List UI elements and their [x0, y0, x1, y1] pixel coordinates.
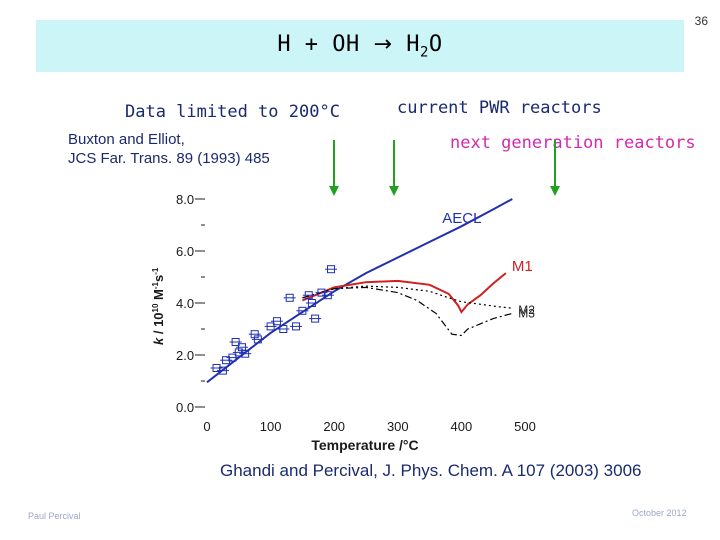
data-point — [272, 317, 281, 326]
data-point — [317, 288, 326, 297]
series-m1-line — [302, 272, 507, 314]
x-tick-label: 0 — [203, 419, 210, 434]
ylabel-s: s — [151, 275, 166, 282]
current-pwr-label: current PWR reactors — [397, 98, 602, 118]
y-tick-label: 6.0 — [176, 244, 194, 259]
series-aecl-label: AECL — [442, 210, 481, 227]
data-point — [241, 349, 250, 358]
slide-number: 36 — [694, 14, 708, 28]
ylabel-m: M — [151, 289, 166, 303]
data-point — [222, 356, 231, 365]
data-point — [218, 366, 227, 375]
x-tick-label: 500 — [514, 419, 536, 434]
data-limited-label: Data limited to 200°C — [125, 102, 340, 122]
x-axis-label: Temperature /°C — [311, 437, 418, 453]
data-point — [279, 325, 288, 333]
title-product-sub: 2 — [419, 44, 429, 61]
data-point — [307, 299, 316, 307]
title-banner: H + OH → H2O — [36, 20, 684, 72]
ylabel-s-exp: -1 — [151, 267, 160, 275]
reaction-arrow-icon: → — [373, 32, 393, 57]
chart-axes: 0.0 2.0 4.0 6.0 8.0 0 100 200 300 400 500 — [176, 192, 536, 434]
slide-title: H + OH → H2O — [36, 32, 684, 60]
x-tick-label: 400 — [451, 419, 473, 434]
data-point — [311, 314, 320, 323]
data-point — [323, 291, 332, 300]
title-reactants: H + OH — [277, 32, 360, 57]
data-point — [292, 322, 301, 331]
ghandi-reference: Ghandi and Percival, J. Phys. Chem. A 10… — [220, 461, 642, 480]
data-point — [212, 364, 221, 372]
data-point — [304, 291, 313, 300]
buxton-ref-line2: JCS Far. Trans. 89 (1993) 485 — [68, 150, 270, 167]
series-m2-line — [302, 285, 513, 309]
ylabel-k: k — [151, 337, 166, 345]
data-point — [266, 322, 275, 331]
footer-date: October 2012 — [632, 508, 687, 518]
arrow-markers — [329, 140, 560, 196]
x-tick-label: 200 — [323, 419, 345, 434]
ylabel-m-exp: -1 — [151, 281, 160, 289]
data-point — [285, 293, 294, 302]
y-tick-label: 8.0 — [176, 192, 194, 207]
data-point — [228, 353, 237, 362]
down-arrow-head — [329, 186, 339, 196]
y-tick-label: 4.0 — [176, 296, 194, 311]
x-tick-label: 300 — [387, 419, 409, 434]
data-point — [327, 265, 336, 274]
series-m2-label: M2 — [518, 303, 535, 317]
footer-author: Paul Percival — [28, 511, 81, 521]
buxton-ref-line1: Buxton and Elliot, — [68, 131, 185, 148]
buxton-reference: Buxton and Elliot, JCS Far. Trans. 89 (1… — [68, 130, 270, 168]
next-gen-label: next generation reactors — [450, 133, 696, 153]
x-tick-label: 100 — [260, 419, 282, 434]
y-tick-label: 0.0 — [176, 400, 194, 415]
ylabel-over: / 10 — [151, 312, 166, 337]
down-arrow-head — [389, 186, 399, 196]
series-m3-line — [302, 286, 513, 337]
series-m1-label: M1 — [512, 258, 533, 275]
down-arrow-head — [550, 186, 560, 196]
chart-points — [210, 265, 338, 375]
series-aecl-line — [206, 198, 513, 384]
title-product-o: O — [428, 32, 443, 57]
series-m3-label: M3 — [518, 306, 535, 320]
y-tick-label: 2.0 — [176, 348, 194, 363]
data-point — [253, 335, 262, 344]
data-point — [298, 306, 307, 315]
title-product-h: H — [406, 32, 420, 57]
y-axis-label: k / 1010 M-1s-1 — [151, 267, 166, 345]
data-point — [231, 338, 240, 346]
ylabel-exp10: 10 — [151, 303, 160, 312]
